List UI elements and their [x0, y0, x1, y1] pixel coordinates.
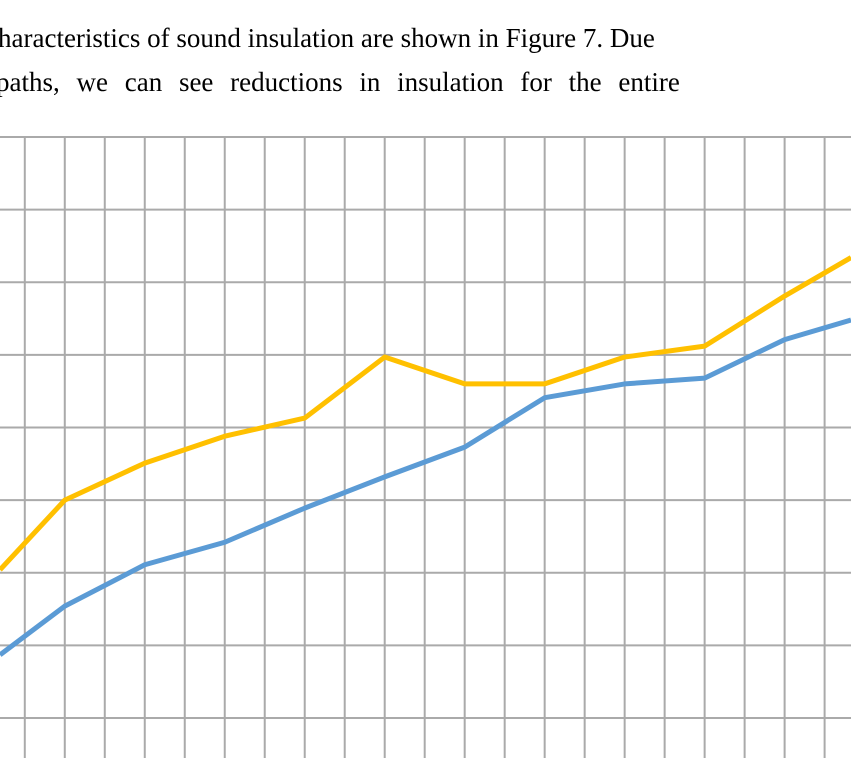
body-text-line-1: haracteristics of sound insulation are s… — [0, 23, 655, 53]
series-line-blue — [0, 317, 851, 657]
body-text-line-2: paths, we can see reductions in insulati… — [0, 67, 680, 97]
series-line-orange — [0, 255, 851, 572]
